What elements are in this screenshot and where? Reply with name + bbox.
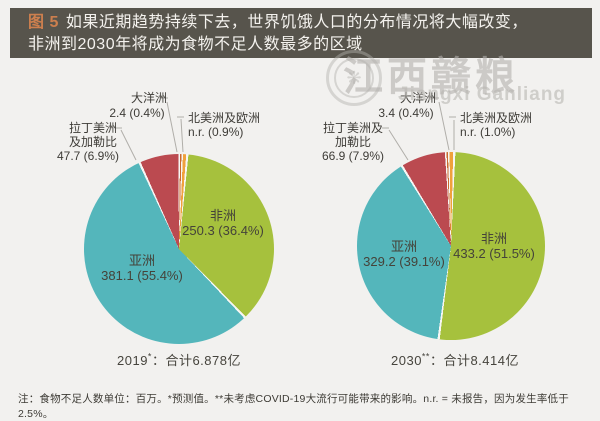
callout-latam-label: 拉丁美洲及 加勒比 — [322, 121, 383, 149]
callout-latam-value: 66.9 (7.9%) — [321, 149, 385, 163]
figure-title-bar: 图 5 如果近期趋势持续下去，世界饥饿人口的分布情况将大幅改变， 非洲到2030年… — [10, 8, 592, 58]
pie-chart-2030: 大洋洲 3.4 (0.4%) 北美洲及欧洲 n.r. (1.0%) 拉丁美洲及 … — [310, 85, 600, 395]
pie-2030 — [357, 152, 545, 340]
label-africa: 非洲 250.3 (36.4%) — [182, 208, 264, 238]
label-asia: 亚洲 329.2 (39.1%) — [363, 239, 445, 269]
leader-lines-2030 — [382, 97, 456, 161]
figure-title-line1: 如果近期趋势持续下去，世界饥饿人口的分布情况将大幅改变， — [65, 14, 528, 31]
pie-caption-2019: 2019*：合计6.878亿 — [117, 351, 241, 368]
footnote: 注：食物不足人数单位：百万。*预测值。**未考虑COVID-19大流行可能带来的… — [18, 393, 569, 420]
callout-nam-europe-value: n.r. (0.9%) — [188, 125, 244, 139]
callout-oceania-label: 大洋洲 — [399, 91, 436, 105]
callout-latam-label: 拉丁美洲 及加勒比 — [68, 121, 117, 149]
callout-oceania-label: 大洋洲 — [130, 91, 167, 105]
leader-lines-2019 — [115, 97, 184, 161]
pie-caption-2030: 2030**：合计8.414亿 — [391, 351, 519, 368]
figure-number: 图 5 — [28, 14, 59, 31]
callout-latam-value: 47.7 (6.9%) — [56, 149, 120, 163]
callout-nam-europe-value: n.r. (1.0%) — [460, 125, 516, 139]
callout-nam-europe-label: 北美洲及欧洲 — [188, 111, 261, 125]
figure-title-line2: 非洲到2030年将成为食物不足人数最多的区域 — [28, 36, 363, 53]
callout-nam-europe-label: 北美洲及欧洲 — [460, 111, 533, 125]
pie-chart-2019: 大洋洲 2.4 (0.4%) 北美洲及欧洲 n.r. (0.9%) 拉丁美洲 及… — [15, 85, 315, 395]
pie-2019 — [84, 154, 274, 344]
label-africa: 非洲 433.2 (51.5%) — [453, 231, 535, 261]
callout-oceania-value: 2.4 (0.4%) — [109, 106, 165, 120]
callout-oceania-value: 3.4 (0.4%) — [378, 106, 434, 120]
label-asia: 亚洲 381.1 (55.4%) — [101, 253, 183, 283]
